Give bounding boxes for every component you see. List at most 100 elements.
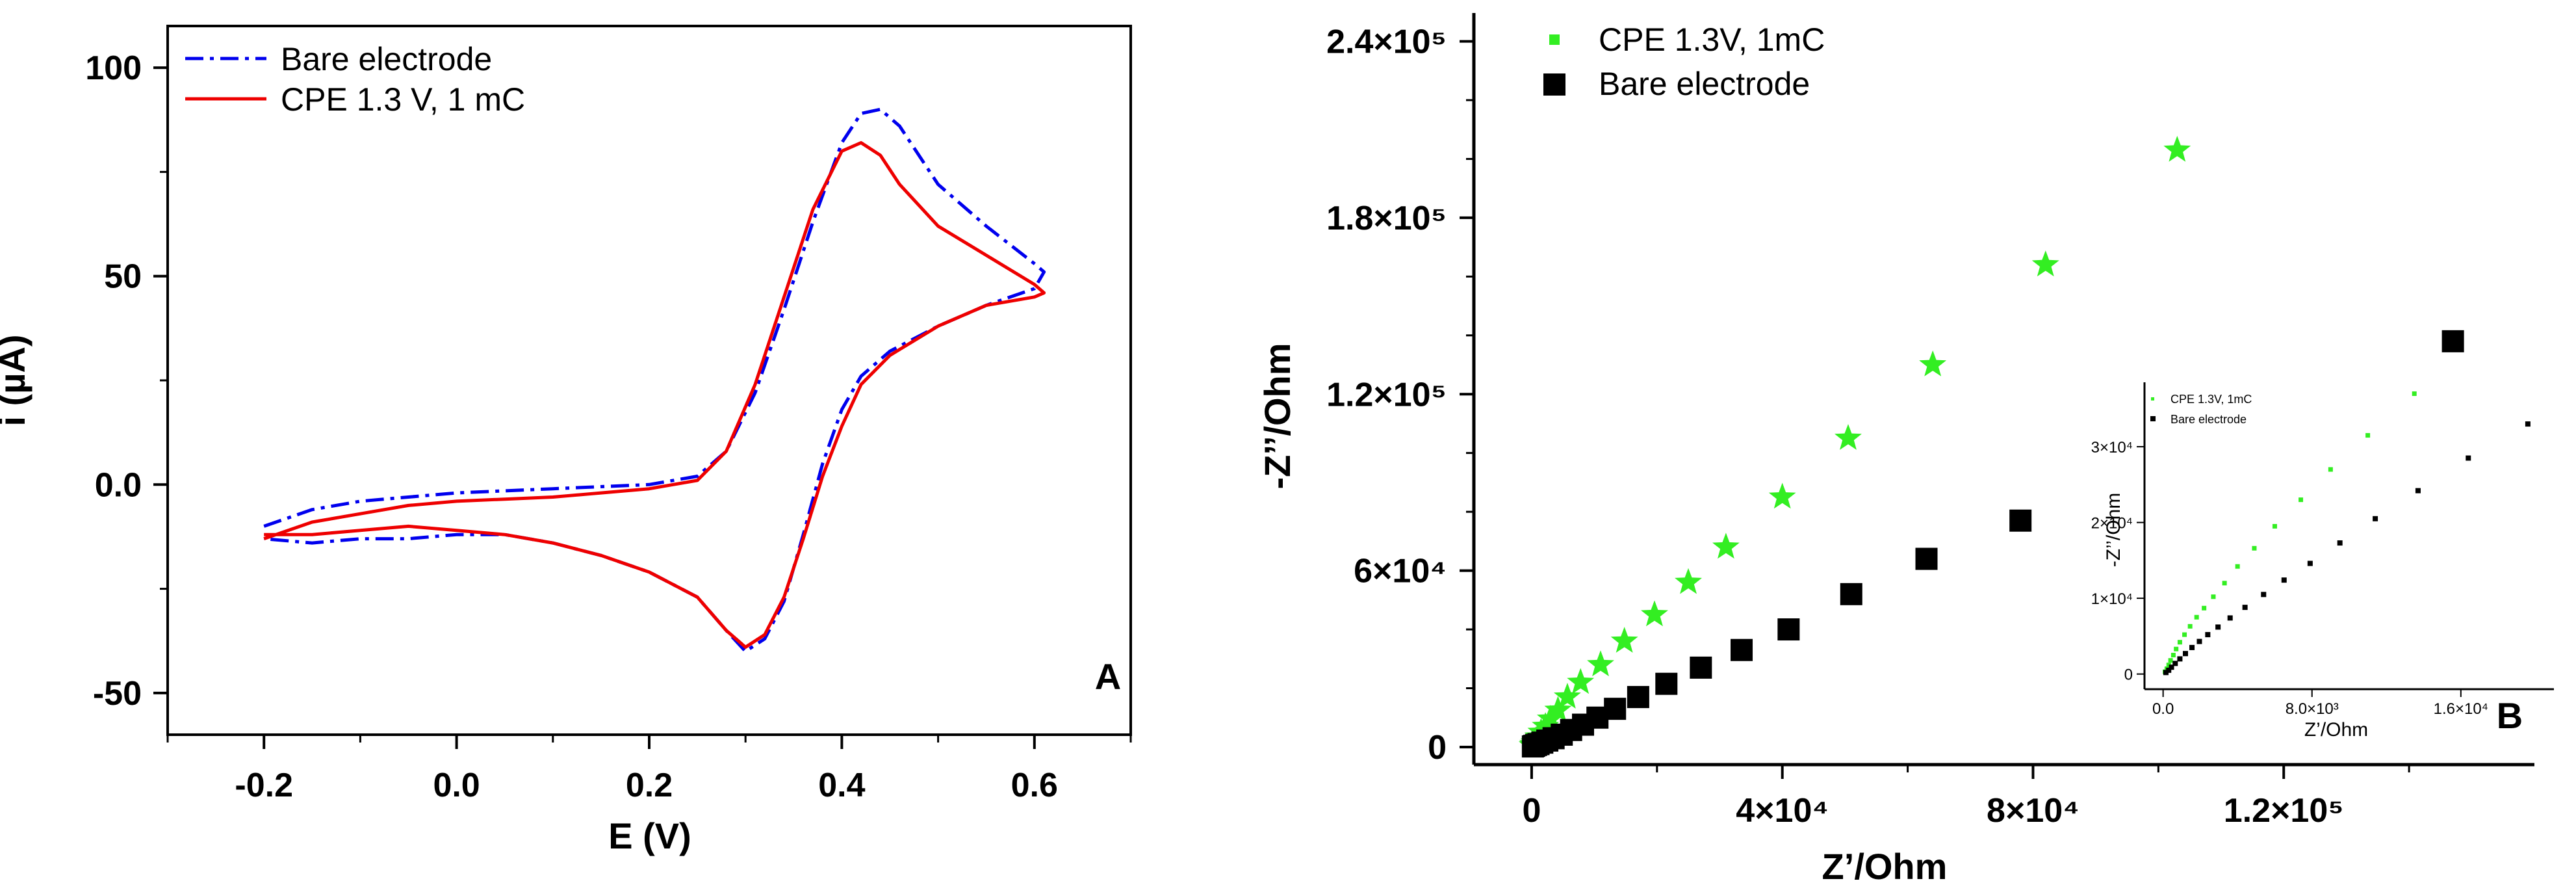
data-point-cpe (1544, 696, 1572, 722)
panel-a-y-tick-label: 100 (85, 49, 142, 87)
panel-a-x-tick-label: -0.2 (235, 767, 293, 804)
inset-y-tick-label: 0 (2124, 666, 2133, 684)
inset-point-bare-electrode (2215, 624, 2221, 630)
inset-point-cpe (2328, 467, 2333, 472)
panel-b-x-tick-label: 4×10⁴ (1736, 792, 1829, 830)
panel-b-y-tick-label: 2.4×10⁵ (1326, 23, 1447, 61)
inset-points (2163, 391, 2531, 676)
legend-label-bare-electrode: Bare electrode (1599, 66, 1810, 102)
panel-b-x-tick-label: 0 (1522, 792, 1541, 830)
inset-legend-label-bare-electrode: Bare electrode (2170, 413, 2247, 426)
panel-b-ticks: 0 4×10⁴ 8×10⁴ 1.2×10⁵ 0 6×10⁴ 1.2×10⁵ 1.8×10⁵ 2.… (1326, 23, 2410, 830)
inset-point-bare-electrode (2227, 615, 2233, 621)
data-point-bare-electrode (1840, 583, 1862, 605)
inset-legend-label-cpe: CPE 1.3V, 1mC (2170, 393, 2252, 406)
inset-point-bare-electrode (2337, 540, 2343, 546)
data-point-cpe (1536, 705, 1564, 731)
panel-b-points (1519, 135, 2464, 758)
panel-a-x-tick-label: 0.0 (433, 767, 480, 804)
inset-y-tick-label: 3×10⁴ (2091, 439, 2133, 456)
data-point-bare-electrode (1604, 698, 1627, 720)
inset-y-tick-label: 1×10⁴ (2091, 590, 2133, 608)
inset-x-tick-label: 1.6×10⁴ (2434, 700, 2488, 718)
data-point-cpe (1554, 683, 1581, 709)
inset-point-bare-electrode (2189, 644, 2195, 650)
inset-point-cpe (2211, 594, 2216, 599)
inset-point-cpe (2299, 497, 2304, 503)
data-point-bare-electrode (1731, 638, 1753, 661)
inset-ticks: 0.0 8.0×10³ 1.6×10⁴ 0 1×10⁴ 2×10⁴ 3×10⁴ (2091, 439, 2488, 718)
inset-point-cpe (2182, 632, 2187, 637)
inset-x-tick-label: 0.0 (2152, 700, 2174, 718)
data-point-cpe (1567, 668, 1595, 694)
inset-point-bare-electrode (2261, 592, 2267, 598)
inset-point-cpe (2194, 614, 2199, 620)
inset-point-cpe (2168, 658, 2173, 663)
legend-label-bare-electrode: Bare electrode (281, 41, 492, 77)
panel-b-x-tick-label: 8×10⁴ (1987, 792, 2080, 830)
panel-a-x-tick-label: 0.2 (626, 767, 673, 804)
series-line-cpe (263, 141, 1046, 649)
inset-legend: CPE 1.3V, 1mC Bare electrode (2150, 393, 2252, 426)
legend-label-cpe: CPE 1.3V, 1mC (1599, 21, 1825, 58)
panel-b-x-tick-label: 1.2×10⁵ (2224, 792, 2344, 830)
inset-point-bare-electrode (2166, 667, 2172, 673)
data-point-bare-electrode (1777, 618, 1800, 641)
panel-a-y-axis-title: i (µA) (0, 334, 32, 426)
panel-a-y-tick-label: 50 (104, 258, 142, 296)
inset-point-bare-electrode (2172, 661, 2178, 666)
inset-point-cpe (2202, 605, 2207, 611)
panel-a-curves (263, 107, 1046, 653)
inset-point-cpe (2177, 640, 2182, 645)
panel-a-x-tick-label: 0.4 (818, 767, 865, 804)
legend-label-cpe: CPE 1.3 V, 1 mC (281, 81, 525, 118)
data-point-cpe (1675, 568, 1702, 594)
inset-point-cpe (2170, 653, 2176, 658)
panel-a-y-tick-label: -50 (93, 675, 142, 713)
inset-legend-marker-bare-electrode (2150, 416, 2156, 421)
inset-point-bare-electrode (2169, 664, 2174, 670)
inset-point-cpe (2252, 546, 2257, 551)
inset-point-cpe (2412, 391, 2417, 396)
inset-point-cpe (2166, 663, 2171, 668)
inset-point-bare-electrode (2373, 516, 2378, 521)
inset-y-tick-label: 2×10⁴ (2091, 515, 2133, 532)
inset-point-cpe (2222, 581, 2227, 586)
inset-point-bare-electrode (2183, 651, 2188, 657)
data-point-bare-electrode (1915, 547, 1938, 570)
panel-b-y-tick-label: 1.8×10⁵ (1326, 200, 1447, 237)
data-point-bare-electrode (1655, 672, 1678, 695)
data-point-cpe (2031, 250, 2059, 277)
data-point-cpe (1641, 600, 1668, 627)
inset-background (2106, 374, 2554, 744)
inset-point-bare-electrode (2525, 421, 2531, 427)
inset-y-axis-title: -Z’’/Ohm (2103, 493, 2124, 567)
panel-b-y-tick-label: 6×10⁴ (1354, 553, 1447, 590)
panel-a-plot-frame (166, 25, 1132, 736)
data-point-cpe (1768, 482, 1796, 509)
inset-point-bare-electrode (2242, 605, 2248, 611)
panel-a-x-tick-label: 0.6 (1011, 767, 1058, 804)
panel-b-y-tick-label: 0 (1428, 729, 1447, 767)
data-point-bare-electrode (1690, 656, 1712, 679)
series-line-bare-electrode (263, 107, 1046, 653)
data-point-bare-electrode (2441, 330, 2464, 352)
panel-a-label: A (1095, 656, 1121, 697)
panel-a-ticks: -0.2 0.0 0.2 0.4 0.6 -50 0.0 50 100 (85, 49, 1132, 804)
panel-a-cyclic-voltammetry: -0.2 0.0 0.2 0.4 0.6 -50 0.0 50 100 E (V) i (µA)… (0, 25, 1132, 856)
panel-b-y-tick-label: 1.2×10⁵ (1326, 376, 1447, 414)
data-point-cpe (1712, 532, 1740, 559)
inset-point-bare-electrode (2163, 670, 2169, 676)
data-point-cpe (1919, 350, 1947, 376)
inset-point-bare-electrode (2196, 638, 2202, 644)
inset-point-cpe (2272, 523, 2277, 529)
inset-point-bare-electrode (2466, 455, 2471, 461)
data-point-cpe (1835, 424, 1862, 450)
inset-point-bare-electrode (2281, 577, 2287, 583)
panel-b-nyquist-plot: 0 4×10⁴ 8×10⁴ 1.2×10⁵ 0 6×10⁴ 1.2×10⁵ 1.8×10⁵ 2.… (1257, 13, 2554, 887)
panel-b-x-axis-title: Z’/Ohm (1822, 846, 1948, 887)
panel-a-x-axis-title: E (V) (608, 815, 691, 856)
inset-x-axis-title: Z’/Ohm (2304, 719, 2368, 741)
data-point-bare-electrode (1627, 686, 1649, 709)
